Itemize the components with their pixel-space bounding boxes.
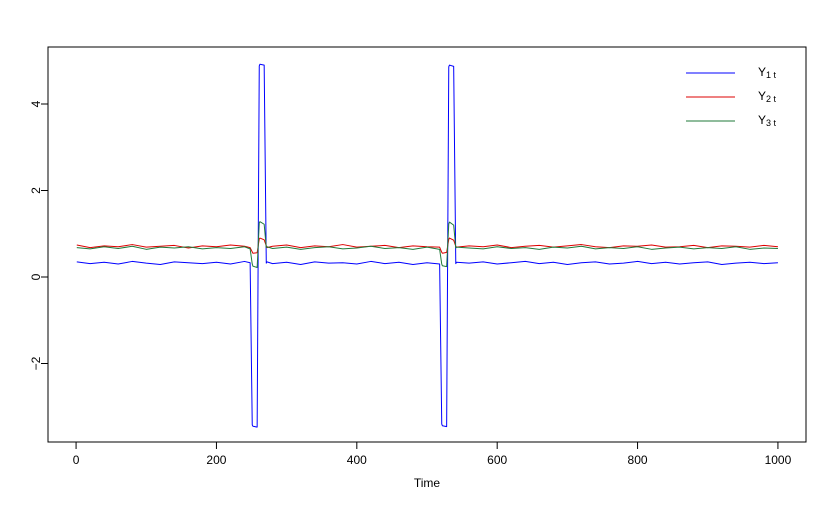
legend-label: Y3 t (758, 113, 777, 128)
x-tick-label: 200 (206, 453, 226, 467)
legend-subscript: 1 t (766, 70, 777, 80)
series-line (76, 221, 778, 268)
y-tick-label: 0 (29, 273, 43, 280)
legend-label: Y2 t (758, 89, 777, 104)
y-tick-label: 4 (29, 100, 43, 107)
x-axis-label: Time (414, 476, 441, 490)
series-line (76, 63, 778, 428)
y-tick-label: 2 (29, 187, 43, 194)
legend-subscript: 3 t (766, 118, 777, 128)
plot-frame (47, 46, 807, 443)
x-tick-label: 800 (628, 453, 648, 467)
x-tick-label: 600 (487, 453, 507, 467)
y-tick-label: −2 (29, 356, 43, 370)
legend-name: Y (758, 65, 766, 79)
x-tick-label: 400 (347, 453, 367, 467)
legend-name: Y (758, 89, 766, 103)
x-tick-label: 1000 (765, 453, 792, 467)
legend-subscript: 2 t (766, 94, 777, 104)
legend-name: Y (758, 113, 766, 127)
x-tick-label: 0 (73, 453, 80, 467)
series-line (76, 237, 778, 254)
legend-label: Y1 t (758, 65, 777, 80)
